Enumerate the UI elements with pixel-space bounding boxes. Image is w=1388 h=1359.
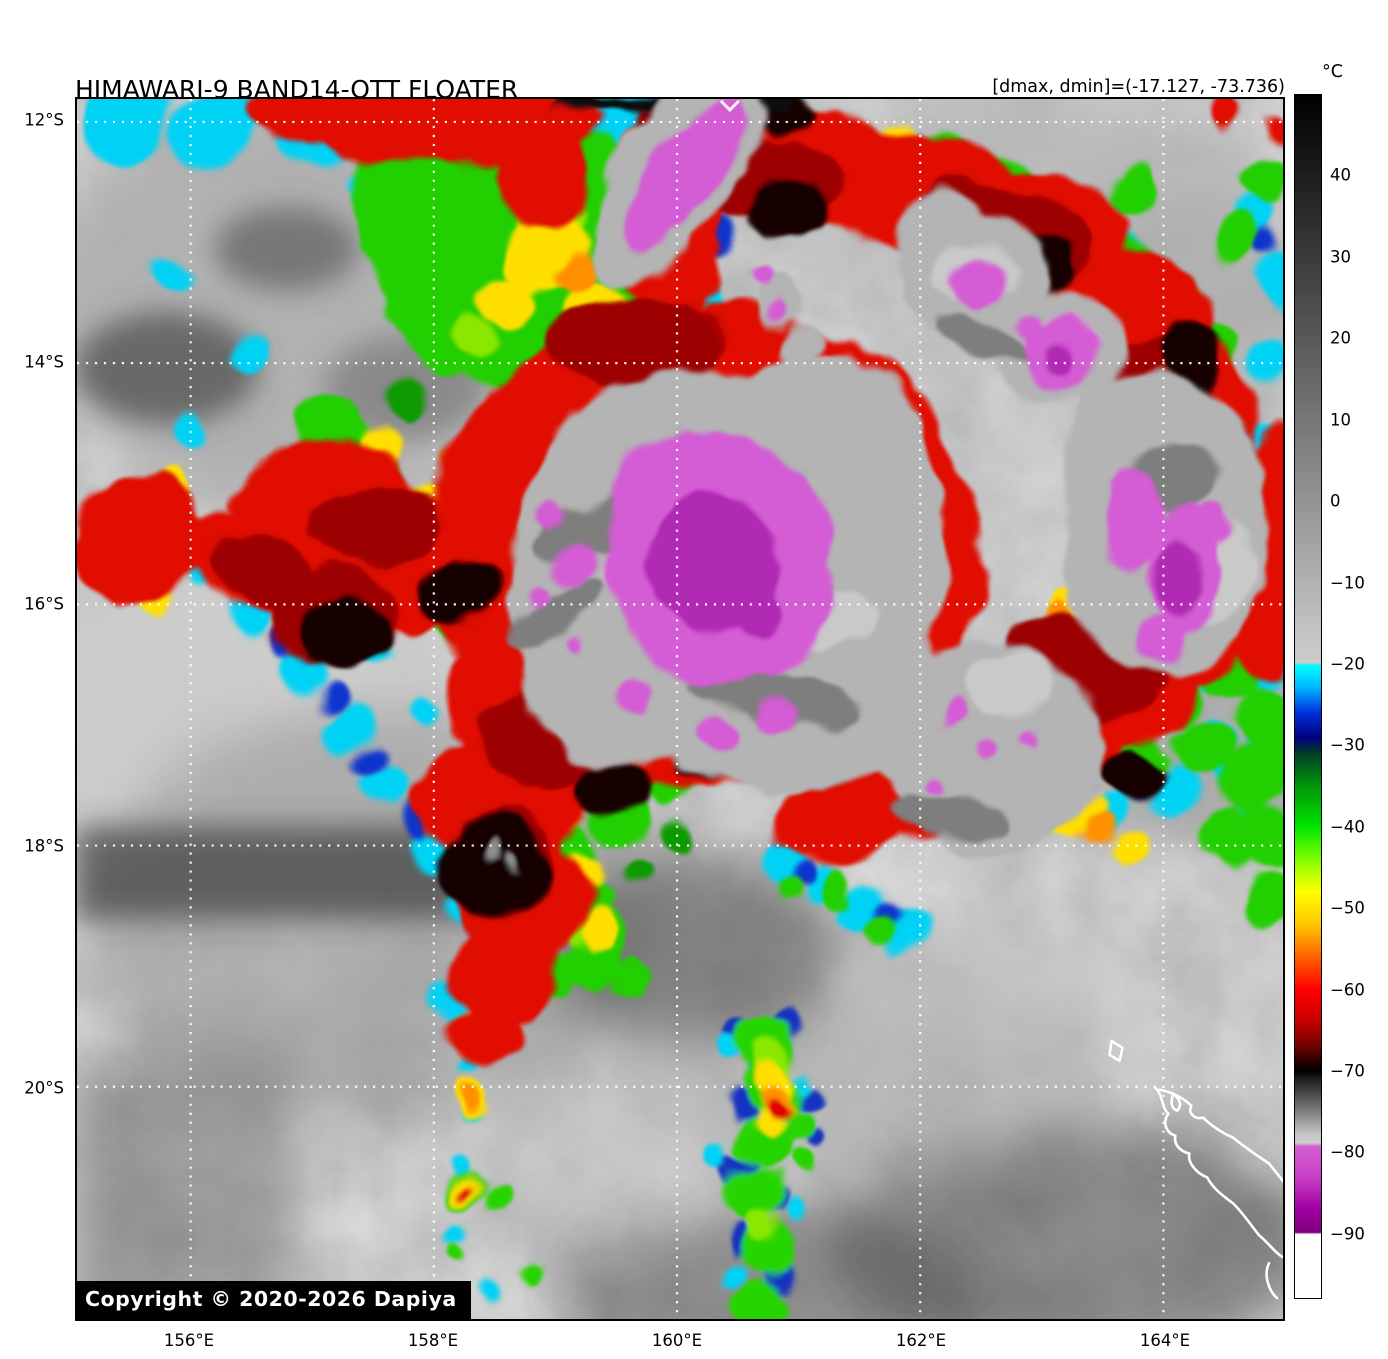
satellite-imagery xyxy=(77,99,1283,1319)
colorbar-tick-label: 40 xyxy=(1330,165,1351,185)
longitude-axis: 156°E 158°E 160°E 162°E 164°E xyxy=(75,1331,1285,1355)
gridlines xyxy=(77,99,1283,1319)
isolated-convective-cells xyxy=(441,1008,830,1319)
y-tick-label: 14°S xyxy=(24,352,64,372)
y-tick-label: 18°S xyxy=(24,836,64,856)
y-tick-label: 12°S xyxy=(24,110,64,130)
colorbar-unit-label: °C xyxy=(1322,62,1343,82)
x-tick-label: 158°E xyxy=(407,1331,459,1350)
colorbar-tick-label: −90 xyxy=(1330,1224,1365,1244)
colorbar-tick-label: −50 xyxy=(1330,898,1365,918)
colorbar-tick-label: 10 xyxy=(1330,410,1351,430)
dmax-dmin-annotation: [dmax, dmin]=(-17.127, -73.736) xyxy=(992,77,1285,97)
colorbar-tick-label: −30 xyxy=(1330,735,1365,755)
colorbar-tick-label: −60 xyxy=(1330,980,1365,1000)
latitude-axis: 12°S 14°S 16°S 18°S 20°S xyxy=(0,97,66,1321)
colorbar-tick-labels: 40 30 20 10 0 −10 −20 −30 −40 −50 −60 −70 −80 −90 xyxy=(1330,94,1386,1299)
colorbar-gradient xyxy=(1295,95,1321,1298)
y-tick-label: 20°S xyxy=(24,1078,64,1098)
coastline-new-caledonia xyxy=(1108,1039,1283,1300)
colorbar-tick-label: −70 xyxy=(1330,1061,1365,1081)
x-tick-label: 162°E xyxy=(895,1331,947,1350)
y-tick-label: 16°S xyxy=(24,594,64,614)
copyright-badge: Copyright © 2020-2026 Dapiya xyxy=(77,1281,471,1319)
x-tick-label: 164°E xyxy=(1139,1331,1191,1350)
magenta-coldest-layer xyxy=(529,99,1232,794)
plot-title: HIMAWARI-9 BAND14-OTT FLOATER xyxy=(75,75,519,104)
map-plot: Copyright © 2020-2026 Dapiya xyxy=(75,97,1285,1321)
colorbar xyxy=(1294,94,1322,1299)
colorbar-tick-label: 0 xyxy=(1330,491,1341,511)
x-tick-label: 156°E xyxy=(163,1331,215,1350)
colorbar-tick-label: −40 xyxy=(1330,817,1365,837)
top-edge-cloud-notch xyxy=(719,99,740,113)
colorbar-tick-label: −20 xyxy=(1330,654,1365,674)
colorbar-tick-label: −80 xyxy=(1330,1142,1365,1162)
x-tick-label: 160°E xyxy=(651,1331,703,1350)
colorbar-tick-label: 20 xyxy=(1330,328,1351,348)
colorbar-tick-label: −10 xyxy=(1330,573,1365,592)
colorbar-tick-label: 30 xyxy=(1330,247,1351,267)
